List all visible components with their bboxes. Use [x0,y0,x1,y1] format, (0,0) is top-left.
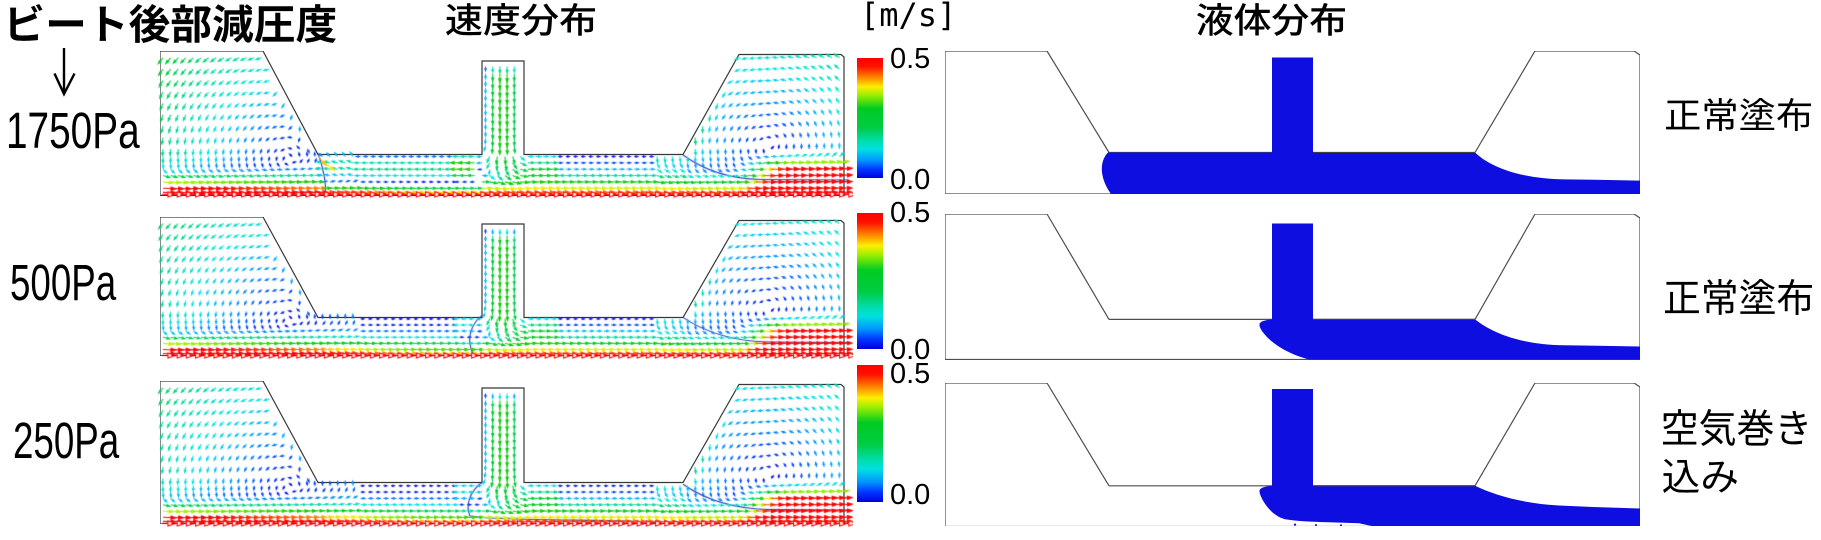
colorbar-min-label-row3: 0.0 [890,479,931,511]
die-geometry-outline [944,214,1640,360]
result-label-row1 [1666,98,1812,131]
entrained-air-speck [1293,523,1296,526]
title-arrow-icon [53,48,76,97]
liquid-region [1101,57,1640,194]
colorbar-row3 [856,365,883,502]
result-label-row3-line1 [1662,409,1807,447]
liquid-region [1258,223,1640,360]
liquid-panel-row2 [944,214,1640,360]
result-label-row3-line2 [1662,458,1737,493]
colorbar-min-label-row1: 0.0 [890,163,931,196]
velocity-column-title [446,2,596,36]
liquid-column-title [1197,2,1346,36]
liquid-panel-row1 [944,50,1640,194]
figure-title [10,3,337,43]
colorbar-max-label-row3: 0.5 [890,358,931,390]
entrained-air-speck [1314,523,1317,526]
colorbar-max-label-row2: 0.5 [890,197,931,229]
die-geometry-outline [944,50,1640,194]
velocity-vectors-row1 [155,48,853,204]
colorbar-min-label-row2: 0.0 [890,333,931,366]
liquid-panel-row3 [944,382,1640,526]
result-label-row2 [1664,278,1812,315]
colorbar-unit-label: [m/s] [860,0,957,34]
colorbar-max-label-row1: 0.5 [890,42,931,75]
colorbar-row1 [856,58,883,178]
pressure-label-row1: 1750Pa [6,101,140,159]
velocity-vectors-row3 [155,378,853,533]
colorbar-row2 [856,213,883,349]
liquid-region [1258,388,1640,526]
entrained-air-speck [1339,523,1342,526]
pressure-label-row3: 250Pa [13,411,120,469]
velocity-vectors-row2 [155,214,853,365]
pressure-label-row2: 500Pa [10,254,117,311]
die-geometry-outline [944,382,1640,526]
